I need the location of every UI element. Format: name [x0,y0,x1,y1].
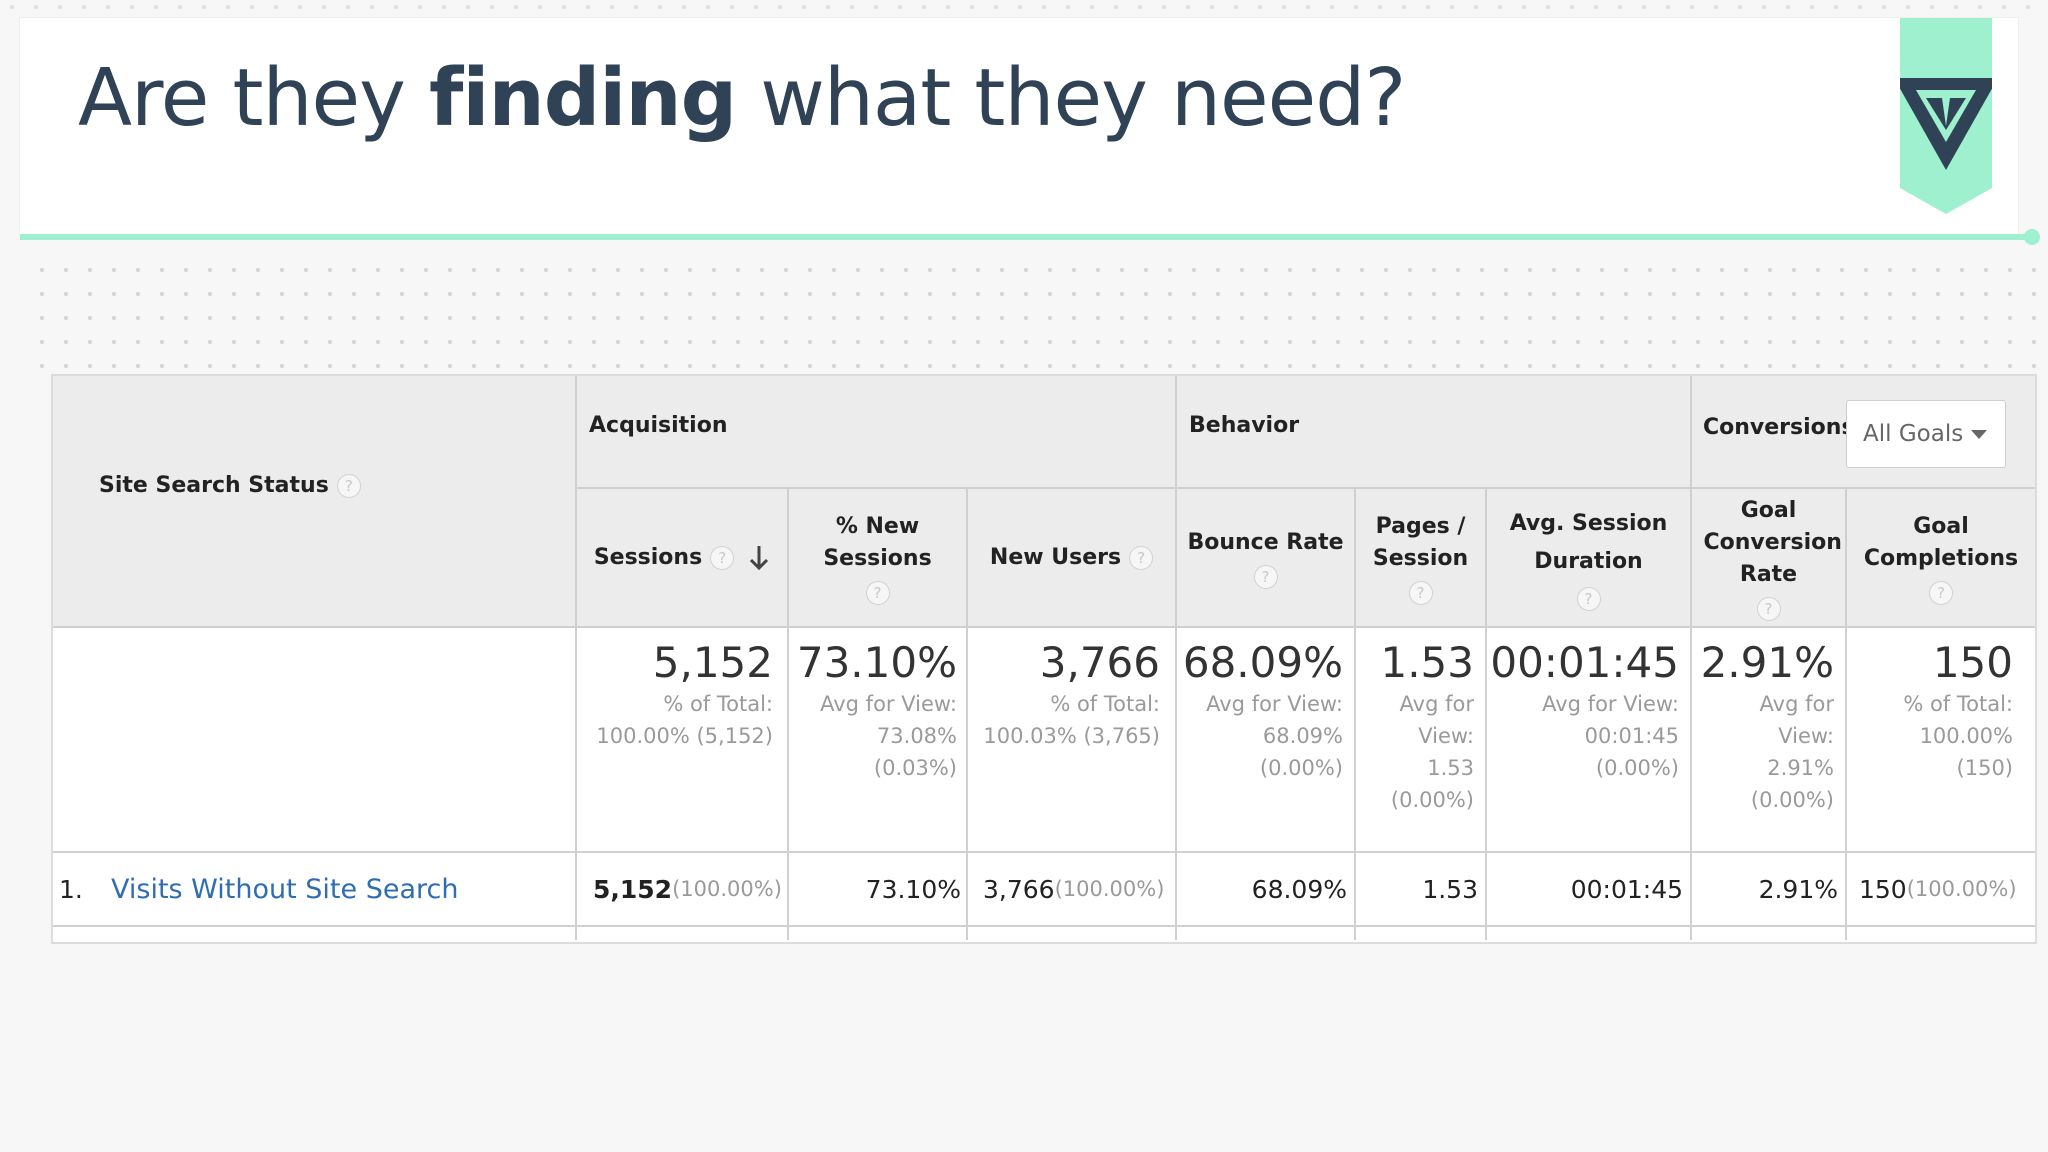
dimension-header[interactable]: Site Search Status? [99,456,361,516]
row-divider [577,487,2035,489]
total-goal-conv-rate: 2.91% Avg for View: 2.91% (0.00%) [1700,638,1834,812]
col-divider [1690,376,1692,940]
row-divider [53,925,2035,927]
group-acquisition: Acquisition [589,413,728,438]
col-header-goal-conv-rate[interactable]: Goal Conversion Rate? [1692,490,1845,626]
col-divider [575,376,577,940]
col-header-goal-completions[interactable]: Goal Completions? [1847,490,2035,626]
col-header-avg-duration[interactable]: Avg. Session Duration? [1487,490,1690,626]
help-icon[interactable]: ? [336,474,361,498]
goal-selector-dropdown[interactable]: All Goals [1846,400,2006,468]
col-divider [1485,488,1487,940]
dot-pattern [30,258,2040,378]
title-card [20,18,2018,234]
help-icon[interactable]: ? [1929,581,1953,605]
row-goal-conv-rate: 2.91% [1758,874,1838,904]
total-goal-completions: 150 % of Total: 100.00% (150) [1903,638,2013,780]
row-sessions: 5,152 (100.00%) [593,874,782,904]
row-new-users: 3,766 (100.00%) [983,874,1165,904]
accent-divider [20,234,2032,240]
col-divider [1175,376,1177,940]
total-pages-session: 1.53 Avg for View: 1.53 (0.00%) [1380,638,1474,812]
col-header-new-sessions[interactable]: % New Sessions? [789,490,966,626]
row-goal-completions: 150 (100.00%) [1859,874,2017,904]
row-link-visits-without-site-search[interactable]: Visits Without Site Search [111,873,459,905]
group-conversions: Conversions [1703,415,1855,440]
total-new-users: 3,766 % of Total: 100.03% (3,765) [983,638,1160,748]
chevron-down-icon [1971,430,1987,439]
analytics-report-table: Site Search Status? Acquisition Behavior… [51,374,2037,944]
col-header-pages-session[interactable]: Pages / Session? [1356,490,1485,626]
total-new-sessions: 73.10% Avg for View: 73.08% (0.03%) [796,638,957,780]
dot-pattern-top [0,0,2048,14]
col-divider [966,488,968,940]
total-avg-duration: 00:01:45 Avg for View: 00:01:45 (0.00%) [1490,638,1679,780]
total-sessions: 5,152 % of Total: 100.00% (5,152) [596,638,773,748]
total-bounce-rate: 68.09% Avg for View: 68.09% (0.00%) [1182,638,1343,780]
help-icon[interactable]: ? [1253,565,1278,589]
row-new-sessions: 73.10% [865,874,961,904]
row-bounce-rate: 68.09% [1251,874,1347,904]
table-row-index: 1. [59,874,83,904]
row-avg-duration: 00:01:45 [1570,874,1683,904]
help-icon[interactable]: ? [710,546,735,570]
goal-selector-value: All Goals [1863,421,1964,447]
group-behavior: Behavior [1189,413,1300,438]
triangle-logo-icon [1900,18,1992,214]
sort-desc-arrow-icon[interactable] [748,544,770,572]
row-pages-session: 1.53 [1422,874,1478,904]
help-icon[interactable]: ? [1129,546,1154,570]
col-header-new-users[interactable]: New Users? [968,490,1175,626]
col-divider [787,488,789,940]
col-header-bounce-rate[interactable]: Bounce Rate? [1177,490,1354,626]
help-icon[interactable]: ? [865,581,890,605]
help-icon[interactable]: ? [1408,581,1433,605]
table-header [53,376,2035,628]
col-divider [1354,488,1356,940]
slide-title: Are they finding what they need? [78,52,1406,144]
help-icon[interactable]: ? [1756,597,1781,621]
col-divider [1845,488,1847,940]
row-divider [53,851,2035,853]
accent-divider-dot [2024,229,2040,245]
help-icon[interactable]: ? [1576,587,1601,611]
col-header-sessions[interactable]: Sessions? [577,490,787,626]
